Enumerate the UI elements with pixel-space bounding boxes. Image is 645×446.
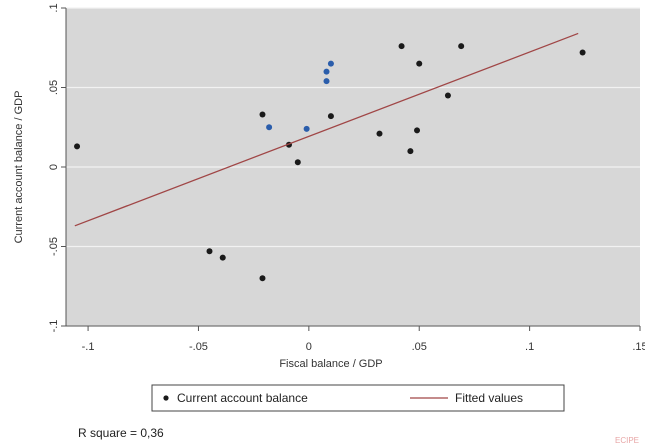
data-point-13: [376, 130, 383, 137]
x-tick-label-3: .05: [412, 341, 427, 353]
data-point-18: [444, 92, 451, 99]
y-tick-label-4: .1: [48, 3, 60, 12]
data-point-14: [398, 43, 405, 50]
data-point-10: [323, 68, 330, 75]
data-point-7: [294, 159, 301, 166]
data-point-11: [327, 60, 334, 67]
x-tick-label-1: -.05: [189, 341, 208, 353]
data-point-5: [266, 124, 273, 131]
y-tick-label-1: -.05: [48, 237, 60, 256]
data-point-16: [414, 127, 421, 134]
data-point-15: [407, 148, 414, 155]
y-tick-label-3: .05: [48, 80, 60, 95]
data-point-3: [259, 275, 266, 282]
legend-label-line: Fitted values: [455, 391, 523, 405]
data-point-2: [219, 254, 226, 261]
data-point-4: [259, 111, 266, 118]
data-point-1: [206, 248, 213, 255]
data-point-19: [458, 43, 465, 50]
fitted-line: [74, 32, 579, 227]
y-tick-label-0: -.1: [48, 320, 60, 333]
legend-box: [151, 384, 565, 412]
data-point-17: [416, 60, 423, 67]
legend-marker-scatter: [163, 395, 169, 401]
x-tick-label-2: 0: [306, 341, 312, 353]
x-tick-label-5: .15: [632, 341, 645, 353]
data-point-9: [323, 78, 330, 85]
x-tick-label-0: -.1: [82, 341, 95, 353]
legend-label-scatter: Current account balance: [177, 391, 308, 405]
watermark: ECIPE: [615, 436, 639, 445]
y-axis-title: Current account balance / GDP: [13, 91, 25, 244]
data-point-8: [303, 125, 310, 132]
x-axis-title: Fiscal balance / GDP: [279, 358, 382, 370]
y-tick-label-2: 0: [48, 164, 60, 170]
data-point-12: [327, 113, 334, 120]
x-tick-label-4: .1: [525, 341, 534, 353]
data-point-0: [74, 143, 81, 150]
data-point-20: [579, 49, 586, 56]
r-square-note: R square = 0,36: [78, 426, 164, 440]
